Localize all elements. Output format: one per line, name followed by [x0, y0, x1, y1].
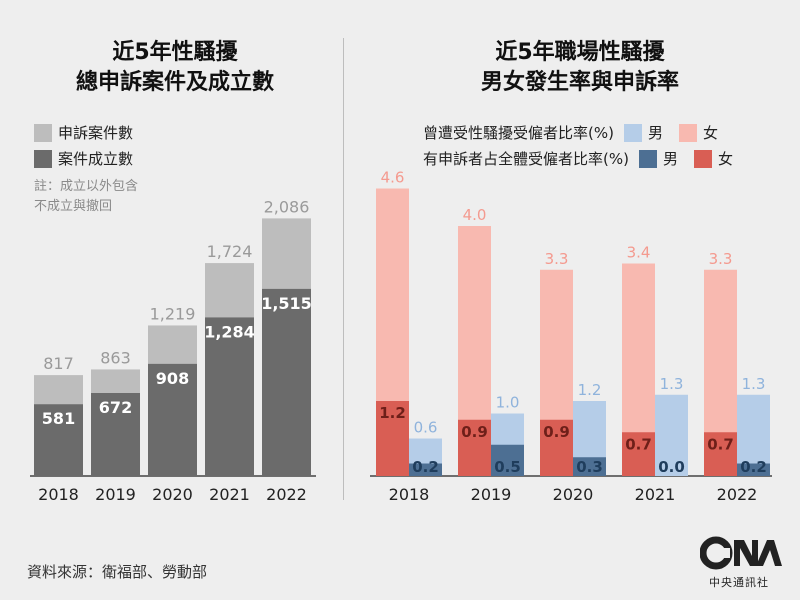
legend-label-substantiated: 案件成立數	[58, 150, 134, 168]
legend-swatch-substantiated	[34, 149, 52, 168]
label-male-complained-2022: 0.2	[740, 458, 767, 476]
label-female-experienced-2020: 3.3	[545, 250, 569, 268]
bar-substantiated-2021	[205, 317, 254, 476]
legend-label-female-1: 女	[702, 124, 718, 142]
label-male-complained-2020: 0.3	[576, 458, 603, 476]
label-complaints-2022: 2,086	[264, 197, 310, 216]
x-tick-right-2020: 2020	[553, 485, 594, 504]
label-male-experienced-2022: 1.3	[742, 375, 766, 393]
label-female-complained-2018: 1.2	[379, 404, 406, 422]
left-title-line-2: 總申訴案件及成立數	[75, 70, 274, 95]
legend-label-male-1: 男	[647, 124, 663, 142]
legend-label-complained: 有申訴者占全體受僱者比率(%)	[423, 150, 629, 168]
x-tick-left-2021: 2021	[209, 485, 250, 504]
bar-male-complained-2020	[573, 457, 606, 476]
label-substantiated-2018: 581	[42, 409, 75, 428]
note-line-2: 不成立與撤回	[34, 199, 113, 214]
label-female-experienced-2022: 3.3	[709, 250, 733, 268]
label-female-complained-2020: 0.9	[543, 423, 570, 441]
bar-female-complained-2019	[458, 419, 491, 476]
legend-row-experienced: 曾遭受性騷擾受僱者比率(%) 男 女	[423, 122, 718, 143]
label-substantiated-2022: 1,515	[261, 294, 312, 313]
legend-label-female-2: 女	[717, 150, 733, 168]
legend-swatch-female-experienced	[678, 123, 697, 142]
bar-substantiated-2020	[148, 363, 197, 476]
label-complaints-2020: 1,219	[150, 304, 196, 323]
right-chart-title: 近5年職場性騷擾 男女發生率與申訴率	[395, 38, 765, 98]
label-male-experienced-2019: 1.0	[496, 394, 520, 412]
right-title-line-1: 近5年職場性騷擾	[495, 40, 665, 65]
legend-label-experienced: 曾遭受性騷擾受僱者比率(%)	[423, 124, 614, 142]
legend-item-complaints: 申訴案件數	[34, 122, 133, 143]
label-female-complained-2021: 0.7	[625, 435, 652, 453]
x-tick-right-2021: 2021	[635, 485, 676, 504]
legend-swatch-complaints	[34, 123, 52, 142]
label-complaints-2018: 817	[43, 354, 74, 373]
label-male-experienced-2018: 0.6	[414, 419, 438, 437]
label-female-experienced-2019: 4.0	[463, 206, 487, 224]
legend-row-complained: 有申訴者占全體受僱者比率(%) 男 女	[423, 148, 733, 169]
x-tick-left-2020: 2020	[152, 485, 193, 504]
source-note: 資料來源：衛福部、勞動部	[27, 563, 208, 581]
x-tick-right-2019: 2019	[471, 485, 512, 504]
bar-female-complained-2021	[622, 432, 655, 476]
legend-label-complaints: 申訴案件數	[58, 124, 134, 142]
label-male-complained-2018: 0.2	[412, 458, 439, 476]
label-female-experienced-2021: 3.4	[627, 244, 651, 262]
label-female-experienced-2018: 4.6	[381, 169, 405, 187]
label-substantiated-2019: 672	[99, 398, 132, 417]
bar-male-complained-2022	[737, 463, 770, 476]
label-male-complained-2019: 0.5	[494, 458, 521, 476]
legend-label-male-2: 男	[662, 150, 678, 168]
x-tick-right-2018: 2018	[389, 485, 430, 504]
legend-item-substantiated: 案件成立數	[34, 148, 133, 169]
bar-substantiated-2018	[34, 404, 83, 476]
bar-female-complained-2018	[376, 401, 409, 476]
label-male-experienced-2021: 1.3	[660, 375, 684, 393]
label-substantiated-2021: 1,284	[204, 322, 255, 341]
legend-swatch-female-complained	[693, 149, 712, 168]
x-tick-left-2018: 2018	[38, 485, 79, 504]
x-tick-right-2022: 2022	[717, 485, 758, 504]
bar-male-complained-2018	[409, 463, 442, 476]
bar-substantiated-2022	[262, 288, 311, 476]
label-female-complained-2022: 0.7	[707, 435, 734, 453]
note-line-1: 註：成立以外包含	[34, 179, 139, 194]
logo-org-name: 中央通訊社	[709, 576, 769, 589]
left-chart-title: 近5年性騷擾 總申訴案件及成立數	[30, 38, 320, 98]
bar-female-complained-2022	[704, 432, 737, 476]
bar-substantiated-2019	[91, 393, 140, 476]
right-title-line-2: 男女發生率與申訴率	[480, 70, 679, 95]
left-title-line-1: 近5年性騷擾	[112, 40, 238, 65]
label-complaints-2021: 1,724	[207, 242, 253, 261]
chart-note: 註：成立以外包含 不成立與撤回	[34, 177, 138, 217]
panel-divider	[343, 38, 344, 500]
label-female-complained-2019: 0.9	[461, 423, 488, 441]
legend-swatch-male-experienced	[623, 123, 642, 142]
label-male-complained-2021: 0.0	[658, 458, 685, 476]
bar-male-experienced-2022	[737, 394, 770, 476]
cna-logo-icon	[700, 536, 782, 570]
bar-male-complained-2019	[491, 444, 524, 476]
bar-male-experienced-2021	[655, 394, 688, 476]
label-male-experienced-2020: 1.2	[578, 381, 602, 399]
x-tick-left-2019: 2019	[95, 485, 136, 504]
label-substantiated-2020: 908	[156, 369, 189, 388]
legend-swatch-male-complained	[638, 149, 657, 168]
bar-female-complained-2020	[540, 419, 573, 476]
label-complaints-2019: 863	[100, 348, 131, 367]
x-tick-left-2022: 2022	[266, 485, 307, 504]
